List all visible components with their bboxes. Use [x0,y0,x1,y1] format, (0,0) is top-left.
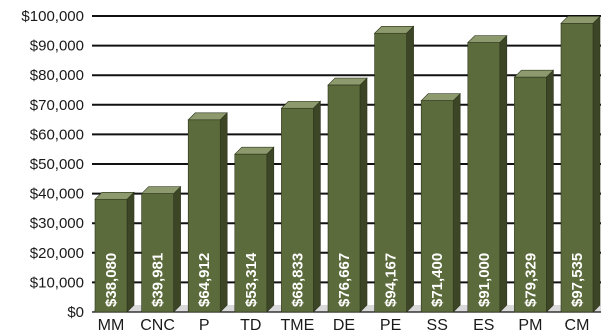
bar-value-label: $38,080 [103,253,120,307]
bar-value-label: $76,667 [336,253,353,307]
bar-top [234,146,275,155]
bar-top [327,77,368,86]
bar-value-label: $39,981 [150,253,167,307]
bar-front [560,22,594,313]
x-category-label: SS [427,317,448,333]
bar-front [94,198,128,313]
bar: $64,912 [187,112,228,313]
bar-top [373,25,415,34]
y-tick-label: $60,000 [30,126,84,143]
bar-side [592,15,601,313]
bar-side [313,100,321,313]
x-axis-category-labels: MM CNC P TD TME DE PE SS ES PM CM [98,317,590,333]
bar-top [140,186,182,194]
x-category-label: TME [281,317,315,333]
bar-side [359,77,368,313]
bar-front [141,193,174,313]
bar-front [467,42,501,313]
bar-value-label: $64,912 [196,253,213,307]
y-tick-label: $80,000 [30,67,84,84]
x-category-label: DE [333,317,355,333]
bar-side [452,92,461,313]
bar-value-label: $53,314 [243,252,260,307]
bar: $76,667 [327,77,368,313]
bar-value-label: $79,329 [522,253,539,307]
bar-value-label: $71,400 [429,253,446,307]
bar-value-label: $97,535 [569,253,586,307]
y-tick-label: $40,000 [30,186,84,203]
y-tick-label: $30,000 [30,215,84,232]
bar-side [499,34,508,313]
y-tick-label: $70,000 [30,97,84,114]
bar-side [546,69,554,313]
x-category-label: ES [473,317,494,333]
x-category-label: CM [565,317,590,333]
bar-side [173,185,181,313]
x-category-label: PM [518,317,542,333]
bar-front [234,153,268,313]
bar: $79,329 [513,69,555,313]
y-tick-label: $90,000 [30,38,84,55]
x-category-label: CNC [140,317,175,333]
bar: $68,833 [280,100,322,313]
x-category-label: TD [240,317,261,333]
bar-value-label: $91,000 [476,253,493,307]
y-tick-label: $20,000 [30,245,84,262]
x-category-label: PE [380,317,401,333]
bar-front [327,84,361,313]
bar: $94,167 [373,25,415,313]
bar-front [281,107,314,313]
bar-top [420,93,461,101]
bar: $97,535 [560,15,601,313]
y-axis-tick-labels: $0 $10,000 $20,000 $30,000 $40,000 $50,000 $60… [21,8,84,321]
bar-side [406,25,414,313]
y-tick-label: $100,000 [21,8,84,25]
y-tick-label: $10,000 [30,274,84,291]
bar-value-label: $68,833 [289,253,306,307]
bar: $71,400 [420,92,461,313]
y-tick-label: $50,000 [30,156,84,173]
bar-side [126,191,135,313]
bar-front [420,100,454,313]
bar-value-label: $94,167 [383,253,400,307]
bar-top [560,15,601,24]
bars: $38,080 $39,981 $64,912 $53,314 $68,833 $76,6… [94,15,601,313]
bar-top [94,191,135,200]
bar: $91,000 [467,34,508,313]
bar-top [467,35,508,43]
bar-front [374,32,407,313]
bar-top [513,69,555,78]
bar-front [187,119,221,313]
x-category-label: P [199,317,210,333]
bar-top [280,100,322,109]
bar-top [187,112,228,121]
bar-side [266,146,275,313]
x-category-label: MM [98,317,125,333]
bar-side [219,112,228,313]
y-tick-label: $0 [67,304,84,321]
bar: $39,981 [140,185,182,313]
bar-front [514,76,547,313]
bar: $38,080 [94,191,135,313]
bar: $53,314 [234,146,275,313]
